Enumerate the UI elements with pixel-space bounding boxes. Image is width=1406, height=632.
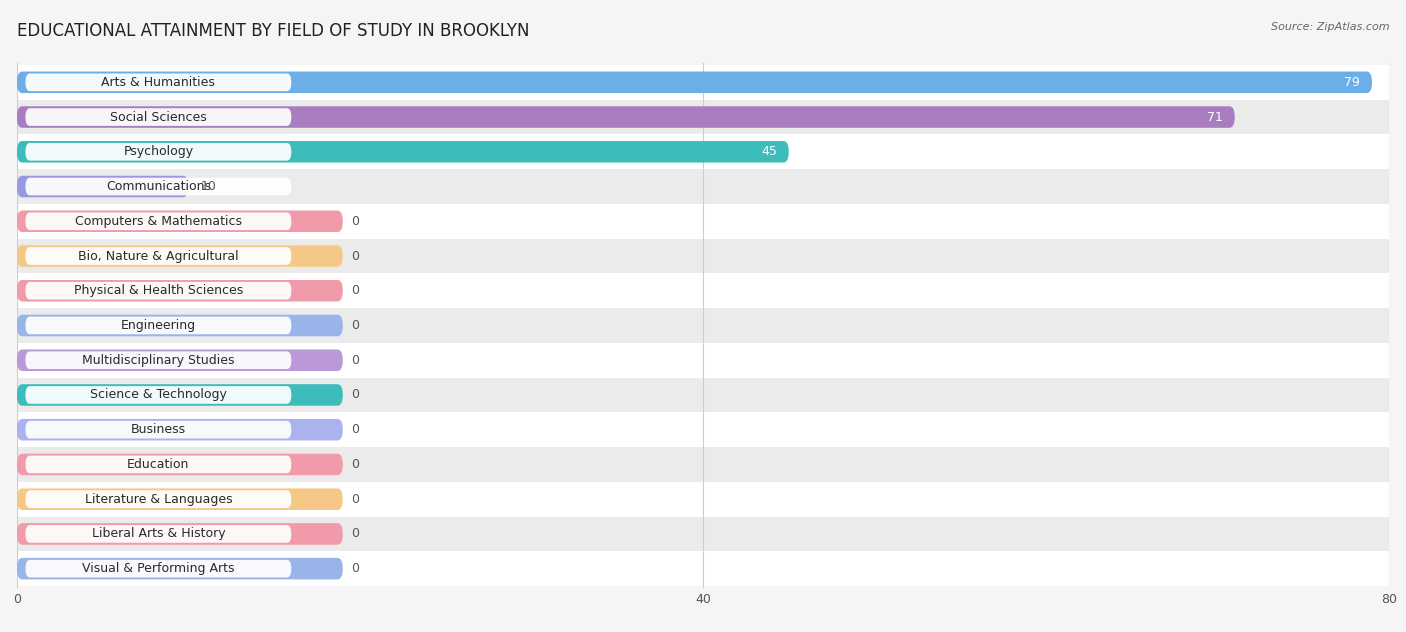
FancyBboxPatch shape bbox=[25, 386, 291, 404]
Bar bbox=[0, 343, 1406, 377]
FancyBboxPatch shape bbox=[25, 490, 291, 508]
FancyBboxPatch shape bbox=[25, 560, 291, 578]
Bar bbox=[0, 239, 1406, 274]
FancyBboxPatch shape bbox=[25, 525, 291, 543]
Bar bbox=[0, 308, 1406, 343]
FancyBboxPatch shape bbox=[17, 141, 789, 162]
Text: 0: 0 bbox=[352, 493, 360, 506]
FancyBboxPatch shape bbox=[17, 558, 343, 580]
FancyBboxPatch shape bbox=[17, 489, 343, 510]
Text: Business: Business bbox=[131, 423, 186, 436]
Text: Liberal Arts & History: Liberal Arts & History bbox=[91, 528, 225, 540]
Bar bbox=[0, 100, 1406, 135]
FancyBboxPatch shape bbox=[17, 454, 343, 475]
FancyBboxPatch shape bbox=[17, 245, 343, 267]
Text: 0: 0 bbox=[352, 250, 360, 262]
FancyBboxPatch shape bbox=[25, 282, 291, 300]
Bar bbox=[0, 65, 1406, 100]
Bar bbox=[0, 551, 1406, 586]
Text: 0: 0 bbox=[352, 562, 360, 575]
Text: 0: 0 bbox=[352, 354, 360, 367]
Text: Engineering: Engineering bbox=[121, 319, 195, 332]
FancyBboxPatch shape bbox=[17, 384, 343, 406]
FancyBboxPatch shape bbox=[17, 71, 1372, 93]
FancyBboxPatch shape bbox=[17, 210, 343, 232]
Bar bbox=[0, 135, 1406, 169]
Text: Science & Technology: Science & Technology bbox=[90, 389, 226, 401]
Bar bbox=[0, 169, 1406, 204]
Text: Physical & Health Sciences: Physical & Health Sciences bbox=[73, 284, 243, 297]
Text: 10: 10 bbox=[201, 180, 217, 193]
FancyBboxPatch shape bbox=[25, 317, 291, 334]
Text: Arts & Humanities: Arts & Humanities bbox=[101, 76, 215, 89]
Bar bbox=[0, 447, 1406, 482]
Bar bbox=[0, 412, 1406, 447]
FancyBboxPatch shape bbox=[25, 178, 291, 195]
Text: Bio, Nature & Agricultural: Bio, Nature & Agricultural bbox=[79, 250, 239, 262]
Text: EDUCATIONAL ATTAINMENT BY FIELD OF STUDY IN BROOKLYN: EDUCATIONAL ATTAINMENT BY FIELD OF STUDY… bbox=[17, 22, 530, 40]
FancyBboxPatch shape bbox=[25, 212, 291, 230]
Text: 45: 45 bbox=[761, 145, 776, 158]
Text: Communications: Communications bbox=[105, 180, 211, 193]
FancyBboxPatch shape bbox=[17, 349, 343, 371]
FancyBboxPatch shape bbox=[25, 73, 291, 91]
Text: 0: 0 bbox=[352, 389, 360, 401]
Text: 0: 0 bbox=[352, 458, 360, 471]
Text: Literature & Languages: Literature & Languages bbox=[84, 493, 232, 506]
FancyBboxPatch shape bbox=[25, 143, 291, 161]
Text: 0: 0 bbox=[352, 423, 360, 436]
FancyBboxPatch shape bbox=[25, 247, 291, 265]
Text: 0: 0 bbox=[352, 215, 360, 228]
Bar bbox=[0, 204, 1406, 239]
Text: Multidisciplinary Studies: Multidisciplinary Studies bbox=[82, 354, 235, 367]
Bar bbox=[0, 274, 1406, 308]
FancyBboxPatch shape bbox=[17, 523, 343, 545]
Text: 79: 79 bbox=[1344, 76, 1360, 89]
Text: Psychology: Psychology bbox=[124, 145, 194, 158]
FancyBboxPatch shape bbox=[17, 280, 343, 301]
Text: 0: 0 bbox=[352, 284, 360, 297]
Text: Computers & Mathematics: Computers & Mathematics bbox=[75, 215, 242, 228]
Bar bbox=[0, 516, 1406, 551]
FancyBboxPatch shape bbox=[17, 315, 343, 336]
Bar bbox=[0, 377, 1406, 412]
Text: 71: 71 bbox=[1206, 111, 1223, 123]
Text: Source: ZipAtlas.com: Source: ZipAtlas.com bbox=[1271, 22, 1389, 32]
Text: 0: 0 bbox=[352, 319, 360, 332]
FancyBboxPatch shape bbox=[25, 108, 291, 126]
Text: Social Sciences: Social Sciences bbox=[110, 111, 207, 123]
FancyBboxPatch shape bbox=[25, 351, 291, 369]
FancyBboxPatch shape bbox=[17, 176, 188, 197]
Bar bbox=[0, 482, 1406, 516]
FancyBboxPatch shape bbox=[17, 106, 1234, 128]
Text: Education: Education bbox=[127, 458, 190, 471]
FancyBboxPatch shape bbox=[25, 456, 291, 473]
Text: Visual & Performing Arts: Visual & Performing Arts bbox=[82, 562, 235, 575]
FancyBboxPatch shape bbox=[17, 419, 343, 441]
FancyBboxPatch shape bbox=[25, 421, 291, 439]
Text: 0: 0 bbox=[352, 528, 360, 540]
